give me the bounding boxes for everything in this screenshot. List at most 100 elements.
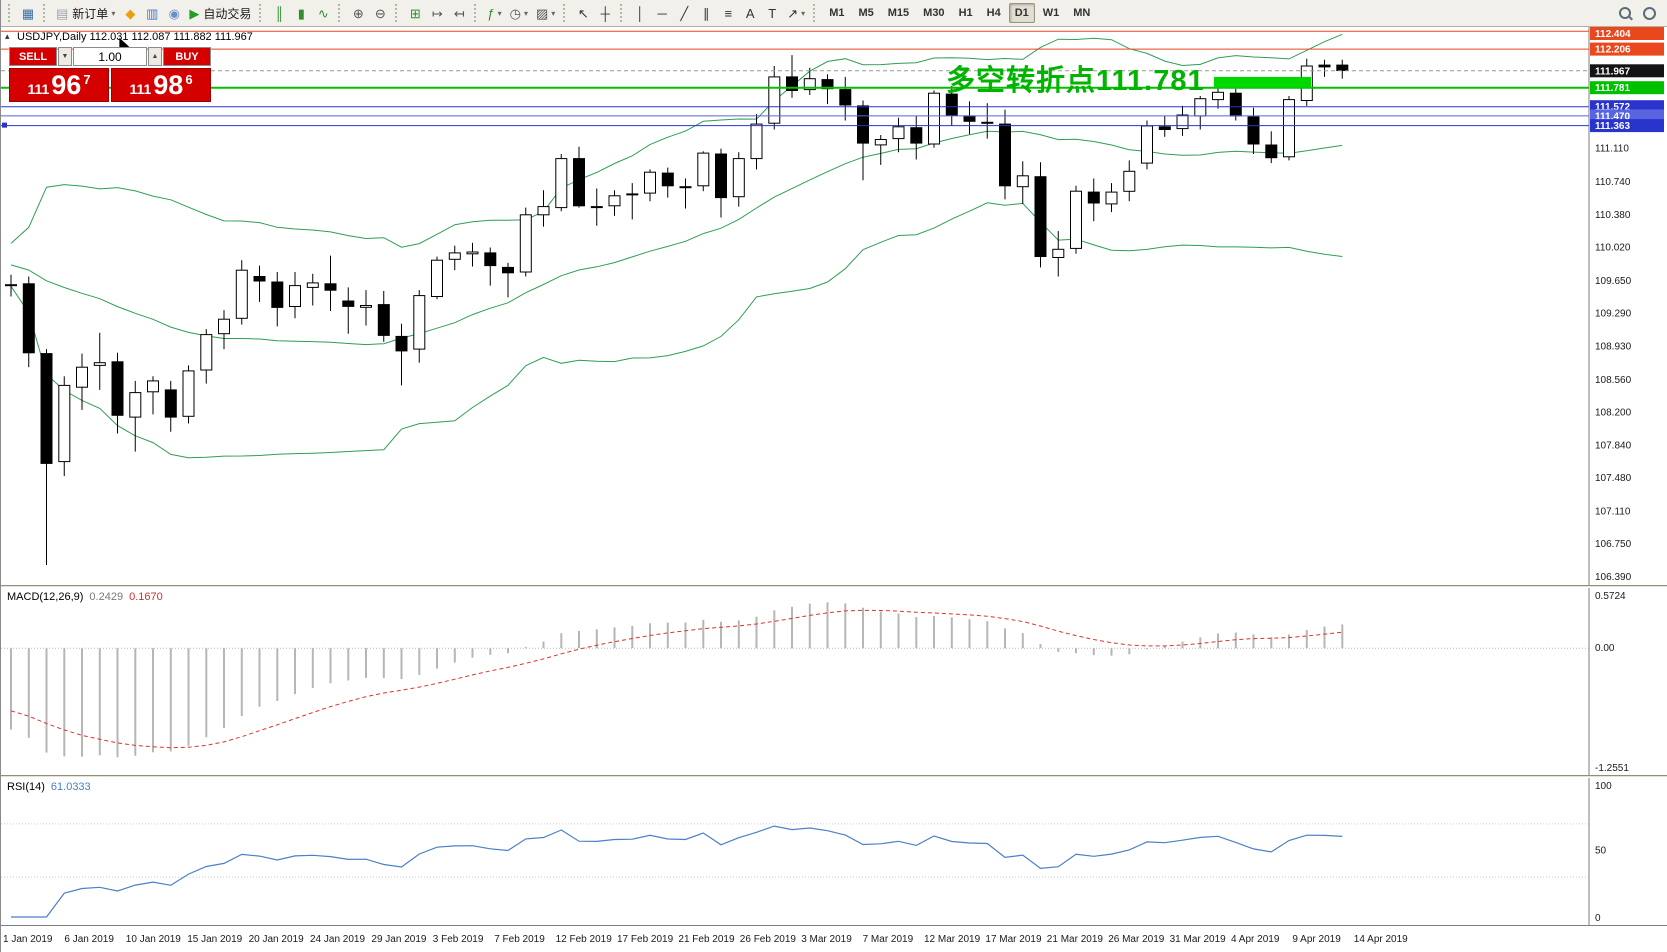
macd-name: MACD(12,26,9) [7,591,84,603]
panel-separator[interactable] [1,585,1667,588]
autotrading-button[interactable]: ▶ 自动交易 [185,2,255,24]
text-icon[interactable]: A [739,2,761,24]
bid-price-pipette: 7 [83,71,91,87]
timeframe-m15[interactable]: M15 [887,7,910,19]
macd-panel: 0.5724 0.00 -1.2551 MACD(12,26,9) 0.2429 0.1… [1,588,1667,775]
candlestick-chart-icon[interactable]: ▮ [290,2,312,24]
templates-icon[interactable]: ▨ ▾ [532,2,559,24]
text-label-icon: T [768,5,777,21]
svg-text:0.5724: 0.5724 [1595,591,1626,602]
time-axis-label: 17 Feb 2019 [617,934,674,945]
auto-scroll-icon: ↦ [431,5,443,21]
volume-decrease-button[interactable]: ▼ [58,47,72,66]
community-circle-icon[interactable] [1643,6,1656,20]
toolbar: ▦ ▤ 新订单 ▾ ◆ ▥ ◉ ▶ 自动交易 ║ ▮ ∿ ⊕ ⊖ ⊞ ↦ ↤ ƒ ▾ ◷ ▾ ▨ ▾ ↖ ┼ │ ─ ╱ ∥ ≡ A T ↗ ▾ … [1,0,1667,27]
time-axis-label: 12 Feb 2019 [555,934,612,945]
svg-text:111.967: 111.967 [1595,66,1630,77]
auto-scroll-icon[interactable]: ↦ [426,2,448,24]
chevron-down-icon: ▾ [111,8,116,18]
grid-icon: ⊞ [409,5,421,21]
svg-text:106.750: 106.750 [1595,539,1632,550]
grid-icon[interactable]: ⊞ [404,2,426,24]
trendline-icon[interactable]: ╱ [673,2,695,24]
timeframe-d1[interactable]: D1 [1008,3,1035,23]
chevron-down-icon: ▾ [801,8,806,18]
timeframe-mn[interactable]: MN [1073,7,1091,19]
new-order-button[interactable]: ▤ 新订单 ▾ [52,2,119,24]
periods-icon[interactable]: ◷ ▾ [506,2,532,24]
ask-price-box[interactable]: 111 98 6 [111,68,211,102]
panel-separator[interactable] [1,775,1667,778]
trendline-icon: ╱ [680,5,689,21]
bid-price-box[interactable]: 111 96 7 [9,68,109,102]
time-axis-label: 21 Mar 2019 [1046,934,1103,945]
chart-window-icon[interactable]: ▦ [17,2,39,24]
horizontal-line-icon: ─ [657,5,667,21]
ask-price-int: 111 [129,81,152,97]
rsi-name: RSI(14) [7,781,45,793]
svg-text:110.740: 110.740 [1595,177,1631,188]
timeframe-h1[interactable]: H1 [958,7,973,19]
chart-shift-icon[interactable]: ↤ [448,2,470,24]
fibonacci-icon[interactable]: ≡ [717,2,739,24]
time-axis-label: 10 Jan 2019 [125,934,181,945]
time-axis-label: 15 Jan 2019 [187,934,243,945]
profiles-icon: ▥ [146,5,159,21]
volume-increase-button[interactable]: ▲ [148,47,162,66]
time-axis-label: 4 Apr 2019 [1231,934,1280,945]
profiles-icon[interactable]: ▥ [141,2,163,24]
cursor-icon[interactable]: ↖ [572,2,594,24]
zoom-in-icon[interactable]: ⊕ [347,2,369,24]
one-click-panel-toggle[interactable]: ▴ [5,31,10,41]
rsi-canvas[interactable]: 100 50 0 [1,778,1667,925]
buy-button[interactable]: BUY [163,47,211,66]
svg-text:111.572: 111.572 [1595,102,1630,113]
chart-shift-icon: ↤ [453,5,465,21]
price-chart-canvas[interactable]: 111.110 110.740 110.380 110.020 109.650 109.2… [1,27,1667,585]
svg-text:50: 50 [1595,846,1607,857]
time-axis-label: 26 Feb 2019 [739,934,796,945]
timeframe-m1[interactable]: M1 [829,7,845,19]
time-axis-label: 6 Jan 2019 [64,934,114,945]
chart-ohlc-header: USDJPY,Daily 112.031 112.087 111.882 111… [17,31,253,43]
new-order-icon: ▤ [56,5,69,21]
svg-text:107.480: 107.480 [1595,473,1632,484]
search-icon[interactable] [1618,6,1633,21]
timeframe-m30[interactable]: M30 [923,7,945,19]
svg-text:110.020: 110.020 [1595,243,1631,254]
arrows-tool-icon[interactable]: ↗ ▾ [783,2,809,24]
timeframe-w1[interactable]: W1 [1042,7,1060,19]
sell-button[interactable]: SELL [9,47,57,66]
market-watch-icon[interactable]: ◆ [119,2,141,24]
chevron-down-icon: ▾ [523,8,528,18]
timeframe-h4[interactable]: H4 [986,7,1001,19]
time-axis-label: 3 Feb 2019 [432,934,484,945]
indicators-icon[interactable]: ƒ ▾ [483,2,505,24]
equidistant-channel-icon[interactable]: ∥ [695,2,717,24]
rsi-header: RSI(14) 61.0333 [7,781,91,793]
time-axis[interactable]: 1 Jan 2019 6 Jan 2019 10 Jan 2019 15 Jan 20… [1,925,1667,952]
svg-text:0: 0 [1595,913,1601,924]
timeframe-m5[interactable]: M5 [858,7,874,19]
zoom-out-icon: ⊖ [374,5,386,21]
zoom-out-icon[interactable]: ⊖ [369,2,391,24]
price-chart-panel: 111.110 110.740 110.380 110.020 109.650 109.2… [1,27,1667,585]
chevron-down-icon: ▾ [497,8,502,18]
line-chart-icon[interactable]: ∿ [312,2,334,24]
bar-chart-icon[interactable]: ║ [268,2,290,24]
time-axis-label: 21 Feb 2019 [678,934,735,945]
time-axis-label: 12 Mar 2019 [924,934,981,945]
time-axis-label: 24 Jan 2019 [310,934,366,945]
macd-canvas[interactable]: 0.5724 0.00 -1.2551 [1,588,1667,775]
macd-header: MACD(12,26,9) 0.2429 0.1670 [7,591,163,603]
crosshair-icon[interactable]: ┼ [594,2,616,24]
community-icon[interactable]: ◉ [163,2,185,24]
svg-text:112.206: 112.206 [1595,45,1631,56]
time-axis-label: 17 Mar 2019 [985,934,1042,945]
time-axis-label: 31 Mar 2019 [1169,934,1226,945]
rsi-value: 61.0333 [50,781,91,793]
horizontal-line-icon[interactable]: ─ [651,2,673,24]
text-label-icon[interactable]: T [761,2,783,24]
volume-input[interactable] [73,47,147,66]
vertical-line-icon[interactable]: │ [629,2,651,24]
